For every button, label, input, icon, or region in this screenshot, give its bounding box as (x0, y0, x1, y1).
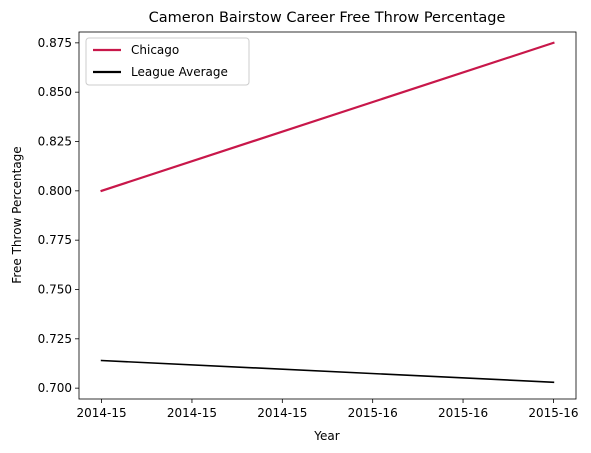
y-axis-label: Free Throw Percentage (10, 146, 24, 283)
legend: Chicago League Average (86, 38, 249, 85)
x-tick-label: 2014-15 (257, 406, 307, 420)
y-tick-label: 0.800 (38, 184, 72, 198)
x-tick-label: 2015-16 (348, 406, 398, 420)
legend-label: Chicago (131, 43, 179, 57)
series-line-league-average (102, 361, 554, 383)
y-tick-label: 0.750 (38, 282, 72, 296)
x-tick-label: 2015-16 (438, 406, 488, 420)
y-tick-label: 0.725 (38, 332, 72, 346)
chart-title: Cameron Bairstow Career Free Throw Perce… (149, 10, 506, 26)
x-axis-label: Year (313, 429, 339, 443)
y-tick-label: 0.825 (38, 135, 72, 149)
y-tick-label: 0.875 (38, 36, 72, 50)
y-tick-label: 0.850 (38, 85, 72, 99)
legend-label: League Average (131, 65, 228, 79)
axes-frame (79, 32, 576, 399)
x-tick-label: 2015-16 (528, 406, 578, 420)
x-tick-label: 2014-15 (167, 406, 217, 420)
y-tick-label: 0.775 (38, 233, 72, 247)
x-tick-label: 2014-15 (77, 406, 127, 420)
y-tick-label: 0.700 (38, 381, 72, 395)
plot-area: 2014-15 2014-15 2014-15 2015-16 2015-16 2015-… (38, 32, 579, 420)
